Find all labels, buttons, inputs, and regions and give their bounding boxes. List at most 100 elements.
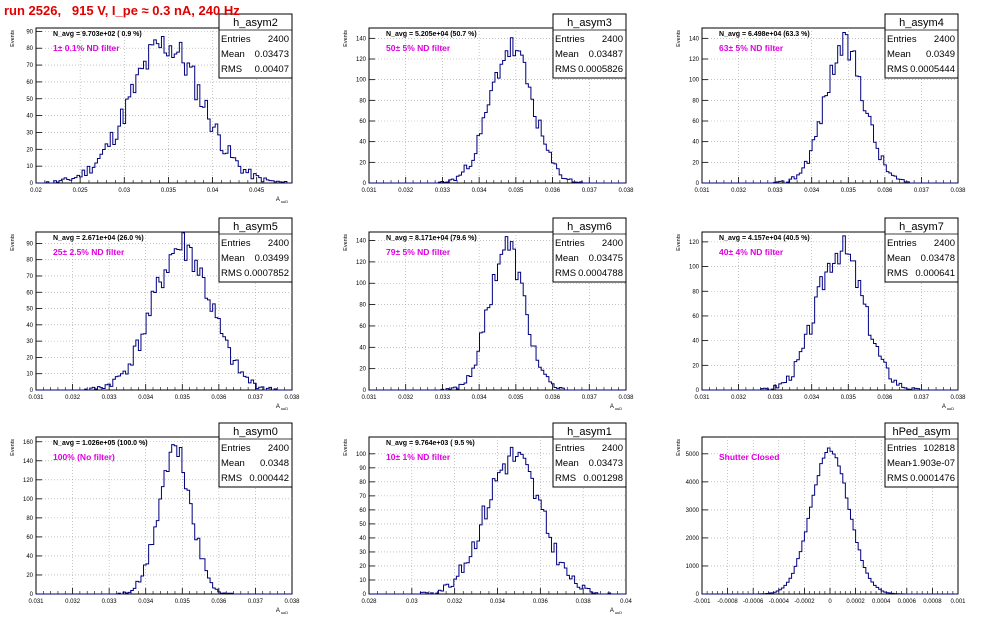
x-tick-label: 0.0008 (923, 599, 942, 605)
y-axis-label: Events (343, 439, 349, 456)
histogram-panel-h_asym2: 0.02 0.025 0.03 0.035 0.04 0.045 0 10 20 30 40 50 60… (10, 13, 293, 204)
stats-label-entries: Entries (555, 34, 585, 45)
navg-label: N_avg = 6.498e+04 (63.3 %) (719, 31, 810, 38)
x-axis-label: AuuD (276, 608, 288, 615)
y-tick-label: 120 (356, 260, 367, 266)
filter-label: 63± 5% ND filter (719, 43, 784, 53)
histogram-series-h_asym0 (36, 444, 292, 595)
stats-value-mean: 0.0348 (260, 458, 289, 469)
x-tick-label: 0.033 (768, 395, 784, 401)
x-tick-label: 0.032 (65, 395, 81, 401)
filter-label: 100% (No filter) (53, 452, 115, 462)
stats-value-mean: 0.03478 (921, 253, 955, 264)
histogram-series-h_asym3 (369, 37, 626, 184)
x-tick-label: -0.0008 (717, 599, 738, 605)
y-tick-label: 50 (26, 307, 33, 313)
y-tick-label: 120 (689, 240, 700, 246)
x-tick-label: 0.02 (30, 188, 42, 194)
stats-label-entries: Entries (555, 238, 585, 249)
stats-box (884, 422, 959, 488)
stats-label-rms: RMS (555, 64, 576, 75)
histogram-panel-h_asym7: 0.031 0.032 0.033 0.034 0.035 0.036 0.037 0.038… (676, 217, 966, 411)
y-tick-label: 20 (26, 355, 33, 361)
stats-label-entries: Entries (221, 443, 251, 454)
stats-box (884, 217, 959, 283)
x-tick-label: 0.037 (248, 395, 264, 401)
y-axis-label: Events (676, 439, 682, 456)
x-tick-label: 0.034 (138, 599, 154, 605)
stats-value-entries: 2400 (268, 34, 289, 45)
stats-value-rms: 0.00407 (255, 64, 289, 75)
y-tick-label: 30 (359, 550, 366, 556)
stats-label-rms: RMS (221, 268, 242, 279)
y-tick-label: 0 (30, 388, 34, 394)
y-tick-label: 100 (356, 452, 367, 458)
x-tick-label: 0.034 (804, 395, 820, 401)
stats-label-entries: Entries (221, 238, 251, 249)
y-tick-label: 60 (26, 535, 33, 541)
x-tick-label: 0.032 (447, 599, 463, 605)
stats-value-mean: 0.03487 (589, 49, 623, 60)
y-tick-label: 20 (26, 147, 33, 153)
y-tick-label: 2000 (686, 536, 700, 542)
stats-value-mean: 0.03473 (589, 458, 623, 469)
page-title: run 2526, 915 V, I_pe ≈ 0.3 nA, 240 Hz (4, 3, 240, 18)
y-tick-label: 80 (692, 289, 699, 295)
x-tick-label: 0.034 (804, 188, 820, 194)
y-tick-label: 90 (359, 466, 366, 472)
y-axis-label: Events (343, 234, 349, 251)
stats-box (552, 217, 627, 283)
stats-box (552, 13, 627, 79)
histogram-name: hPed_asym (892, 426, 950, 438)
y-tick-label: 40 (359, 140, 366, 146)
stats-box (218, 217, 293, 283)
histogram-name: h_asym1 (567, 426, 612, 438)
filter-label: 1± 0.1% ND filter (53, 43, 120, 53)
y-tick-label: 80 (359, 303, 366, 309)
histogram-series-h_asym6 (369, 236, 626, 391)
stats-label-mean: Mean (221, 49, 245, 60)
stats-value-entries: 2400 (602, 34, 623, 45)
navg-label: N_avg = 9.764e+03 ( 9.5 %) (386, 440, 475, 447)
y-axis-label: Events (10, 30, 16, 47)
x-tick-label: 0.035 (161, 188, 177, 194)
y-tick-label: 5000 (686, 452, 700, 458)
filter-label: 50± 5% ND filter (386, 43, 451, 53)
x-tick-label: 0.034 (472, 395, 488, 401)
histogram-series-h_asym1 (369, 446, 626, 595)
y-tick-label: 60 (26, 80, 33, 86)
histogram-series-h_asym4 (702, 31, 958, 184)
x-tick-label: 0.0006 (898, 599, 917, 605)
x-tick-label: -0.0004 (769, 599, 790, 605)
y-tick-label: 140 (356, 36, 367, 42)
stats-label-rms: RMS (887, 64, 908, 75)
y-axis-label: Events (676, 234, 682, 251)
y-tick-label: 50 (26, 97, 33, 103)
y-tick-label: 40 (26, 114, 33, 120)
stats-value-entries: 2400 (934, 34, 955, 45)
y-tick-label: 10 (26, 164, 33, 170)
stats-value-entries: 102818 (923, 443, 955, 454)
stats-box (552, 422, 627, 488)
stats-label-entries: Entries (221, 34, 251, 45)
x-tick-label: 0.036 (211, 395, 227, 401)
y-tick-label: 100 (689, 78, 700, 84)
x-tick-label: 0.036 (533, 599, 549, 605)
x-tick-label: 0.037 (582, 188, 598, 194)
stats-label-entries: Entries (887, 34, 917, 45)
y-tick-label: 30 (26, 339, 33, 345)
histogram-name: h_asym4 (899, 17, 944, 29)
histogram-series-h_asym7 (702, 235, 958, 391)
plot-frame (35, 231, 293, 391)
x-tick-label: -0.001 (693, 599, 711, 605)
stats-label-mean: Mean (555, 253, 579, 264)
x-tick-label: 0.0002 (846, 599, 865, 605)
y-tick-label: 0 (696, 592, 700, 598)
x-tick-label: 0.036 (877, 188, 893, 194)
y-tick-label: 1000 (686, 564, 700, 570)
navg-label: N_avg = 9.703e+02 ( 0.9 %) (53, 31, 142, 38)
stats-value-mean: 0.0349 (926, 49, 955, 60)
y-tick-label: 20 (359, 564, 366, 570)
filter-label: 10± 1% ND filter (386, 452, 451, 462)
x-tick-label: 0.031 (694, 395, 710, 401)
